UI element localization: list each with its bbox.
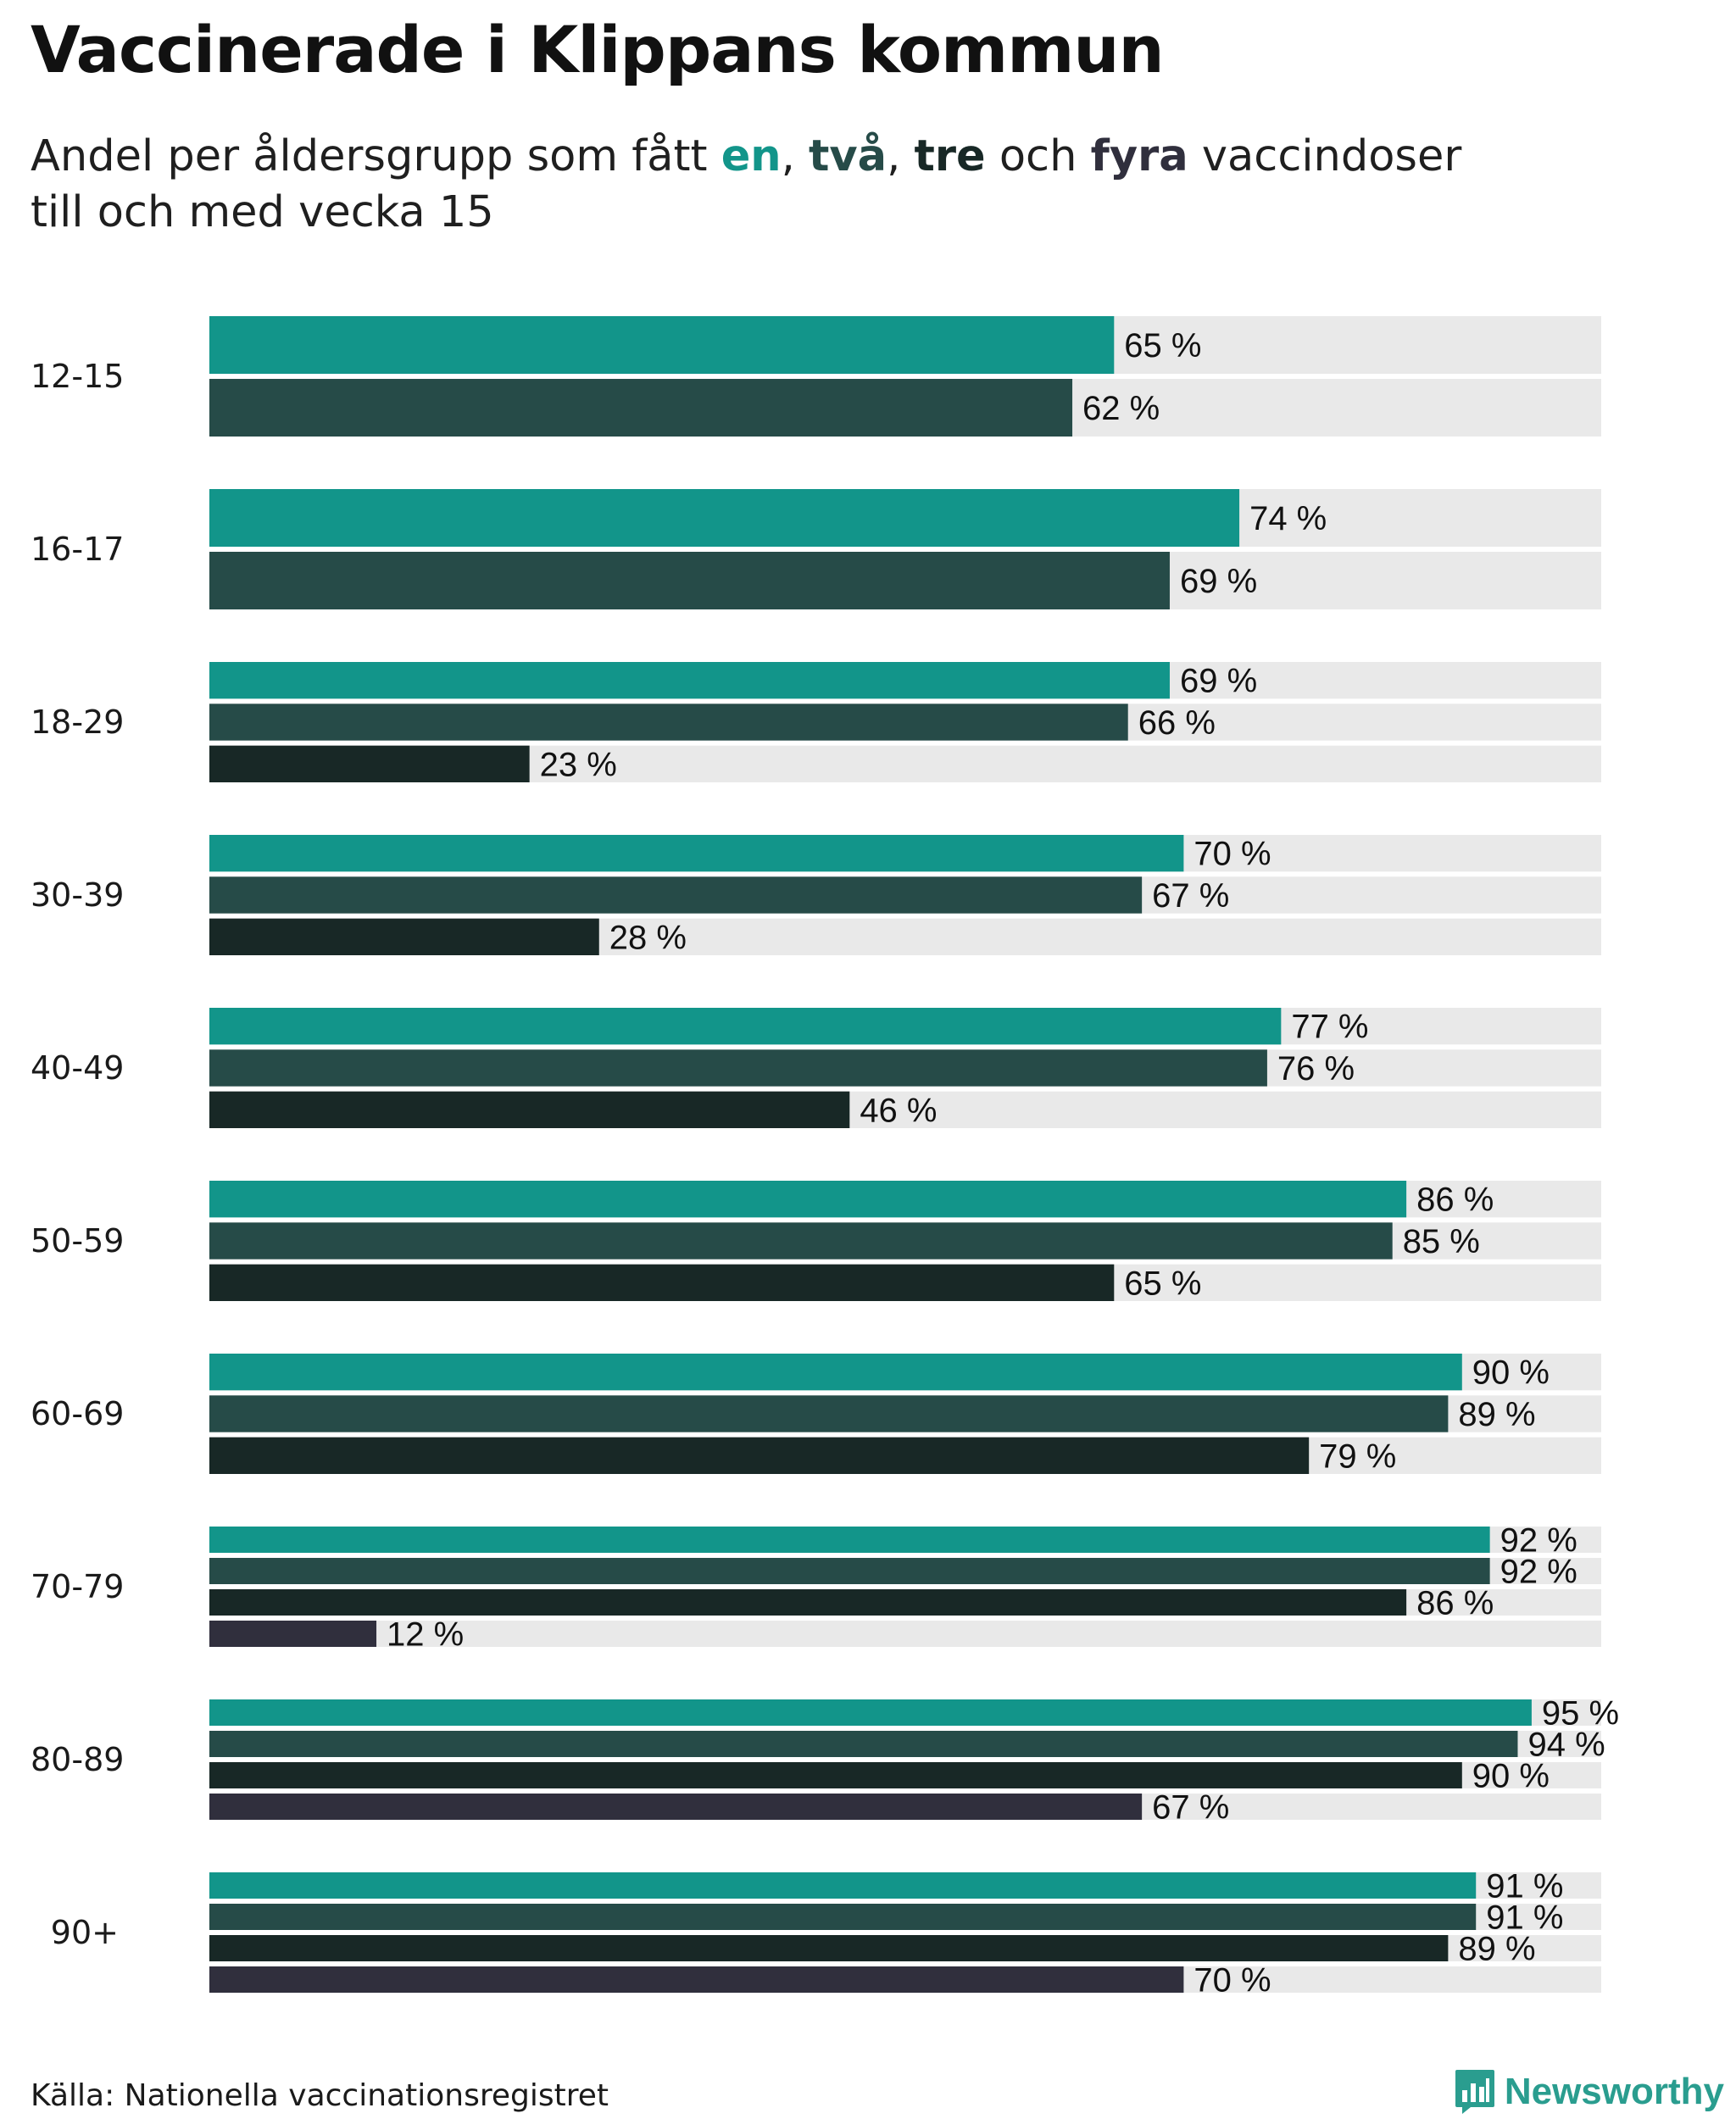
- bar-dose-1: [209, 662, 1170, 699]
- bar-value-label: 28 %: [609, 919, 687, 956]
- bar-dose-2: [209, 704, 1128, 741]
- bar-dose-2: [209, 1904, 1477, 1930]
- bar-dose-3: [209, 918, 599, 955]
- bar-value-label: 90 %: [1472, 1758, 1550, 1795]
- bar-value-label: 67 %: [1152, 1789, 1229, 1827]
- bar-value-label: 90 %: [1472, 1354, 1550, 1392]
- bar-dose-3: [209, 1091, 850, 1128]
- bar-value-label: 86 %: [1416, 1585, 1494, 1622]
- age-group-label: 50-59: [31, 1222, 124, 1260]
- bar-value-label: 65 %: [1124, 327, 1201, 364]
- bar-dose-3: [209, 1589, 1407, 1616]
- chart-title: Vaccinerade i Klippans kommun: [31, 12, 1165, 87]
- bar-value-label: 70 %: [1194, 1962, 1271, 1999]
- bar-value-label: 89 %: [1458, 1931, 1535, 1968]
- age-group-label: 40-49: [31, 1049, 124, 1087]
- bar-value-label: 95 %: [1542, 1695, 1619, 1732]
- legend-dose-1: en: [721, 131, 782, 181]
- bar-dose-1: [209, 489, 1240, 547]
- bar-chart: 12-15 65 % 62 % 16-17 74 % 69 % 18-29 69 % 66 % 2…: [31, 316, 1619, 1999]
- bar-dose-2: [209, 1222, 1393, 1260]
- bar-dose-3: [209, 1935, 1449, 1961]
- bar-dose-3: [209, 1437, 1310, 1474]
- bar-dose-2: [209, 876, 1143, 914]
- bar-value-label: 92 %: [1500, 1554, 1577, 1591]
- bar-dose-1: [209, 1008, 1282, 1045]
- age-group-label: 70-79: [31, 1568, 124, 1605]
- bar-dose-1: [209, 1699, 1532, 1726]
- bar-value-label: 23 %: [540, 746, 617, 783]
- bar-value-label: 91 %: [1486, 1868, 1563, 1905]
- bar-value-label: 66 %: [1138, 704, 1216, 742]
- age-group-label: 18-29: [31, 704, 124, 741]
- bar-value-label: 92 %: [1500, 1522, 1577, 1560]
- bar-value-label: 74 %: [1249, 500, 1327, 537]
- bar-dose-3: [209, 745, 530, 782]
- bar-value-label: 67 %: [1152, 877, 1229, 915]
- age-group-label: 16-17: [31, 531, 124, 568]
- bar-dose-4: [209, 1966, 1184, 1993]
- bar-value-label: 65 %: [1124, 1265, 1201, 1302]
- bar-value-label: 69 %: [1180, 563, 1257, 600]
- bar-value-label: 94 %: [1527, 1727, 1605, 1764]
- bar-value-label: 62 %: [1082, 390, 1160, 427]
- bar-dose-4: [209, 1621, 377, 1647]
- bar-dose-1: [209, 835, 1184, 872]
- bar-dose-1: [209, 316, 1115, 374]
- bar-dose-1: [209, 1872, 1477, 1899]
- bar-value-label: 12 %: [387, 1616, 464, 1654]
- legend-dose-3: tre: [914, 131, 986, 181]
- age-group-label: 60-69: [31, 1395, 124, 1432]
- subtitle-separator: ,: [887, 131, 915, 181]
- newsworthy-logo-icon: [1455, 2070, 1494, 2114]
- bar-value-label: 86 %: [1416, 1182, 1494, 1219]
- bar-value-label: 69 %: [1180, 663, 1257, 700]
- bar-dose-1: [209, 1181, 1407, 1218]
- bar-dose-2: [209, 1558, 1490, 1584]
- bar-value-label: 79 %: [1319, 1438, 1396, 1475]
- bar-dose-3: [209, 1762, 1462, 1788]
- age-group-label: 12-15: [31, 358, 124, 395]
- bar-dose-2: [209, 1731, 1518, 1757]
- subtitle-line-2: till och med vecka 15: [31, 187, 494, 237]
- legend-dose-4: fyra: [1090, 131, 1188, 181]
- age-group-label: 30-39: [31, 876, 124, 914]
- bar-value-label: 91 %: [1486, 1899, 1563, 1937]
- brand-logo: Newsworthy: [1454, 2068, 1724, 2116]
- subtitle-separator: och: [985, 131, 1091, 181]
- bar-dose-2: [209, 1395, 1449, 1432]
- source-note: Källa: Nationella vaccinationsregistret: [31, 2078, 609, 2113]
- age-group-label: 80-89: [31, 1741, 124, 1778]
- bar-value-label: 89 %: [1458, 1396, 1535, 1433]
- bar-dose-2: [209, 1049, 1267, 1087]
- brand-name: Newsworthy: [1504, 2071, 1724, 2112]
- bar-value-label: 77 %: [1291, 1009, 1368, 1046]
- subtitle-prefix: Andel per åldersgrupp som fått: [31, 131, 721, 181]
- bar-value-label: 46 %: [860, 1092, 937, 1129]
- chart-subtitle: Andel per åldersgrupp som fått en, två, …: [31, 129, 1641, 241]
- bar-value-label: 76 %: [1277, 1050, 1355, 1087]
- bar-value-label: 70 %: [1194, 836, 1271, 873]
- subtitle-suffix: vaccindoser: [1188, 131, 1462, 181]
- subtitle-separator: ,: [781, 131, 810, 181]
- age-group-label: 90+: [51, 1914, 119, 1951]
- bar-dose-1: [209, 1354, 1462, 1391]
- bar-dose-1: [209, 1527, 1490, 1553]
- bar-dose-3: [209, 1264, 1115, 1301]
- bar-dose-2: [209, 552, 1170, 609]
- bar-track: [209, 1621, 1601, 1647]
- bar-value-label: 85 %: [1403, 1223, 1480, 1260]
- legend-dose-2: två: [809, 131, 887, 181]
- bar-dose-4: [209, 1794, 1143, 1820]
- bar-dose-2: [209, 379, 1073, 437]
